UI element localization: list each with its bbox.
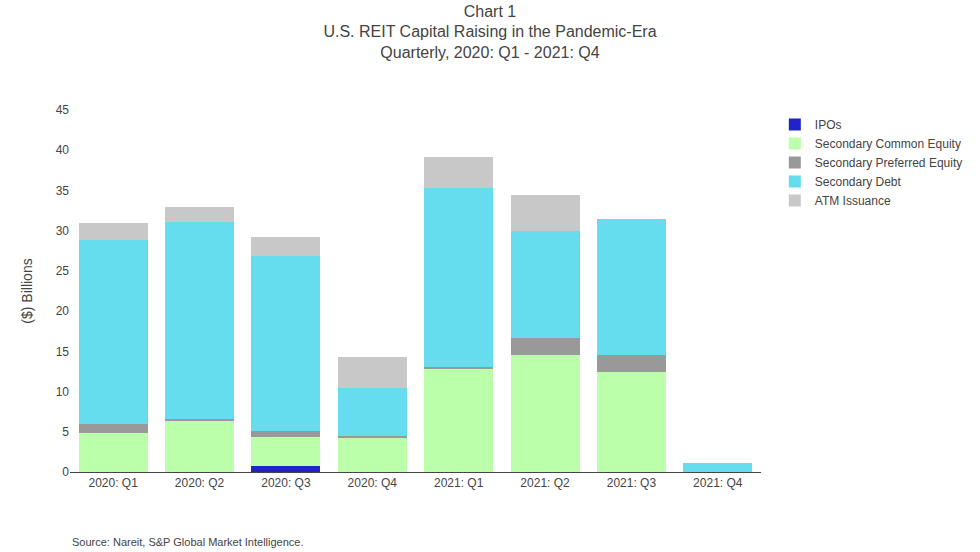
svg-text:40: 40 [56, 143, 70, 157]
svg-text:Secondary Common Equity: Secondary Common Equity [815, 137, 961, 151]
svg-text:30: 30 [56, 224, 70, 238]
svg-text:2021: Q2: 2021: Q2 [520, 476, 570, 490]
svg-text:20: 20 [56, 304, 70, 318]
svg-text:2021: Q4: 2021: Q4 [693, 476, 743, 490]
svg-text:25: 25 [56, 264, 70, 278]
svg-text:35: 35 [56, 184, 70, 198]
svg-text:2020: Q4: 2020: Q4 [348, 476, 398, 490]
svg-text:ATM Issuance: ATM Issuance [815, 194, 891, 208]
svg-text:Secondary Debt: Secondary Debt [815, 175, 902, 189]
svg-text:15: 15 [56, 345, 70, 359]
svg-text:45: 45 [56, 103, 70, 117]
svg-text:Secondary Preferred Equity: Secondary Preferred Equity [815, 156, 962, 170]
svg-text:10: 10 [56, 385, 70, 399]
svg-text:Source: Nareit, S&P Global Mar: Source: Nareit, S&P Global Market Intell… [72, 536, 304, 548]
svg-text:0: 0 [62, 465, 69, 479]
svg-text:IPOs: IPOs [815, 118, 842, 132]
svg-text:($) Billions: ($) Billions [19, 258, 35, 323]
svg-text:2020: Q1: 2020: Q1 [89, 476, 139, 490]
svg-text:5: 5 [62, 425, 69, 439]
svg-text:2021: Q1: 2021: Q1 [434, 476, 484, 490]
svg-text:2021: Q3: 2021: Q3 [607, 476, 657, 490]
svg-text:2020: Q2: 2020: Q2 [175, 476, 225, 490]
svg-text:2020: Q3: 2020: Q3 [261, 476, 311, 490]
svg-text:Chart 1U.S. REIT Capital Raisi: Chart 1U.S. REIT Capital Raising in the … [323, 3, 656, 62]
